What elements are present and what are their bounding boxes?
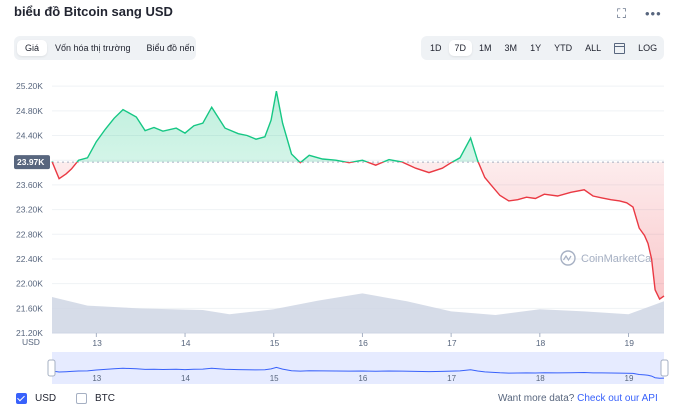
baseline-badge xyxy=(14,155,50,170)
navigator-tick-label: 13 xyxy=(92,374,101,383)
usd-checkbox[interactable] xyxy=(16,393,27,404)
api-text: Want more data? xyxy=(498,393,575,404)
calendar-icon[interactable] xyxy=(608,39,631,58)
usd-label: USD xyxy=(35,393,57,404)
y-tick-label: 24.80K xyxy=(16,106,43,116)
price-chart[interactable]: 25.20K24.80K24.40K24.00K23.60K23.20K22.8… xyxy=(0,0,683,390)
x-tick-label: 17 xyxy=(447,338,457,348)
y-tick-label: 25.20K xyxy=(16,81,43,91)
x-tick-label: 16 xyxy=(358,338,368,348)
navigator-tick-label: 17 xyxy=(447,374,456,383)
x-tick-label: 13 xyxy=(92,338,102,348)
navigator-handle-right[interactable] xyxy=(660,359,669,377)
btc-label: BTC xyxy=(95,393,115,404)
tab-candlestick[interactable]: Biểu đồ nến xyxy=(146,43,195,53)
tab-market-cap[interactable]: Vốn hóa thị trường xyxy=(55,43,131,53)
y-tick-label: 22.80K xyxy=(16,229,43,239)
navigator-line xyxy=(51,366,665,379)
x-unit-label: USD xyxy=(22,337,40,347)
y-tick-label: 23.60K xyxy=(16,180,43,190)
price-line-down xyxy=(51,162,665,301)
baseline-badge-label: 23.97K xyxy=(17,157,45,167)
y-tick-label: 22.00K xyxy=(16,279,43,289)
range-3m[interactable]: 3M xyxy=(504,43,518,53)
y-tick-label: 21.20K xyxy=(16,328,43,338)
navigator-handle-left[interactable] xyxy=(47,359,56,377)
x-tick-label: 18 xyxy=(536,338,546,348)
y-tick-label: 23.20K xyxy=(16,205,43,215)
navigator-tick-label: 15 xyxy=(270,374,279,383)
range-all[interactable]: ALL xyxy=(585,43,602,53)
navigator-tick-label: 18 xyxy=(536,374,545,383)
currency-usd-toggle[interactable]: USD xyxy=(16,393,56,404)
x-tick-label: 19 xyxy=(625,338,635,348)
expand-icon[interactable]: ⛶ xyxy=(617,6,627,21)
range-selector: 1D 7D 1M 3M 1Y YTD ALL LOG xyxy=(421,36,664,60)
currency-btc-toggle[interactable]: BTC xyxy=(76,393,115,404)
y-tick-label: 24.40K xyxy=(16,131,43,141)
price-area-up xyxy=(52,91,479,163)
navigator-tick-label: 16 xyxy=(358,374,367,383)
page-title: biểu đồ Bitcoin sang USD xyxy=(14,4,173,19)
range-1m[interactable]: 1M xyxy=(479,43,492,53)
price-area-down xyxy=(52,162,664,300)
watermark-text: CoinMarketCa xyxy=(581,253,652,265)
api-promo: Want more data? Check out our API xyxy=(498,393,658,404)
x-tick-label: 15 xyxy=(270,338,280,348)
y-tick-label: 21.60K xyxy=(16,303,43,313)
price-line-up xyxy=(51,90,480,163)
more-dots-icon[interactable]: ••• xyxy=(645,6,662,21)
coinmarketcap-logo-icon xyxy=(560,250,576,266)
tab-price[interactable]: Giá xyxy=(17,40,48,56)
navigator-tick-label: 14 xyxy=(181,374,190,383)
navigator-tick-label: 19 xyxy=(625,374,634,383)
navigator-area xyxy=(52,352,664,384)
range-1d[interactable]: 1D xyxy=(430,43,442,53)
range-ytd[interactable]: YTD xyxy=(554,43,573,53)
log-toggle[interactable]: LOG xyxy=(638,43,658,53)
x-tick-label: 14 xyxy=(181,338,191,348)
btc-checkbox[interactable] xyxy=(76,393,87,404)
volume-area xyxy=(52,293,664,333)
y-tick-label: 22.40K xyxy=(16,254,43,264)
api-link[interactable]: Check out our API xyxy=(577,393,658,404)
chart-type-tabs: Giá Vốn hóa thị trường Biểu đồ nến xyxy=(14,36,196,60)
range-7d[interactable]: 7D xyxy=(448,40,473,56)
range-1y[interactable]: 1Y xyxy=(530,43,542,53)
